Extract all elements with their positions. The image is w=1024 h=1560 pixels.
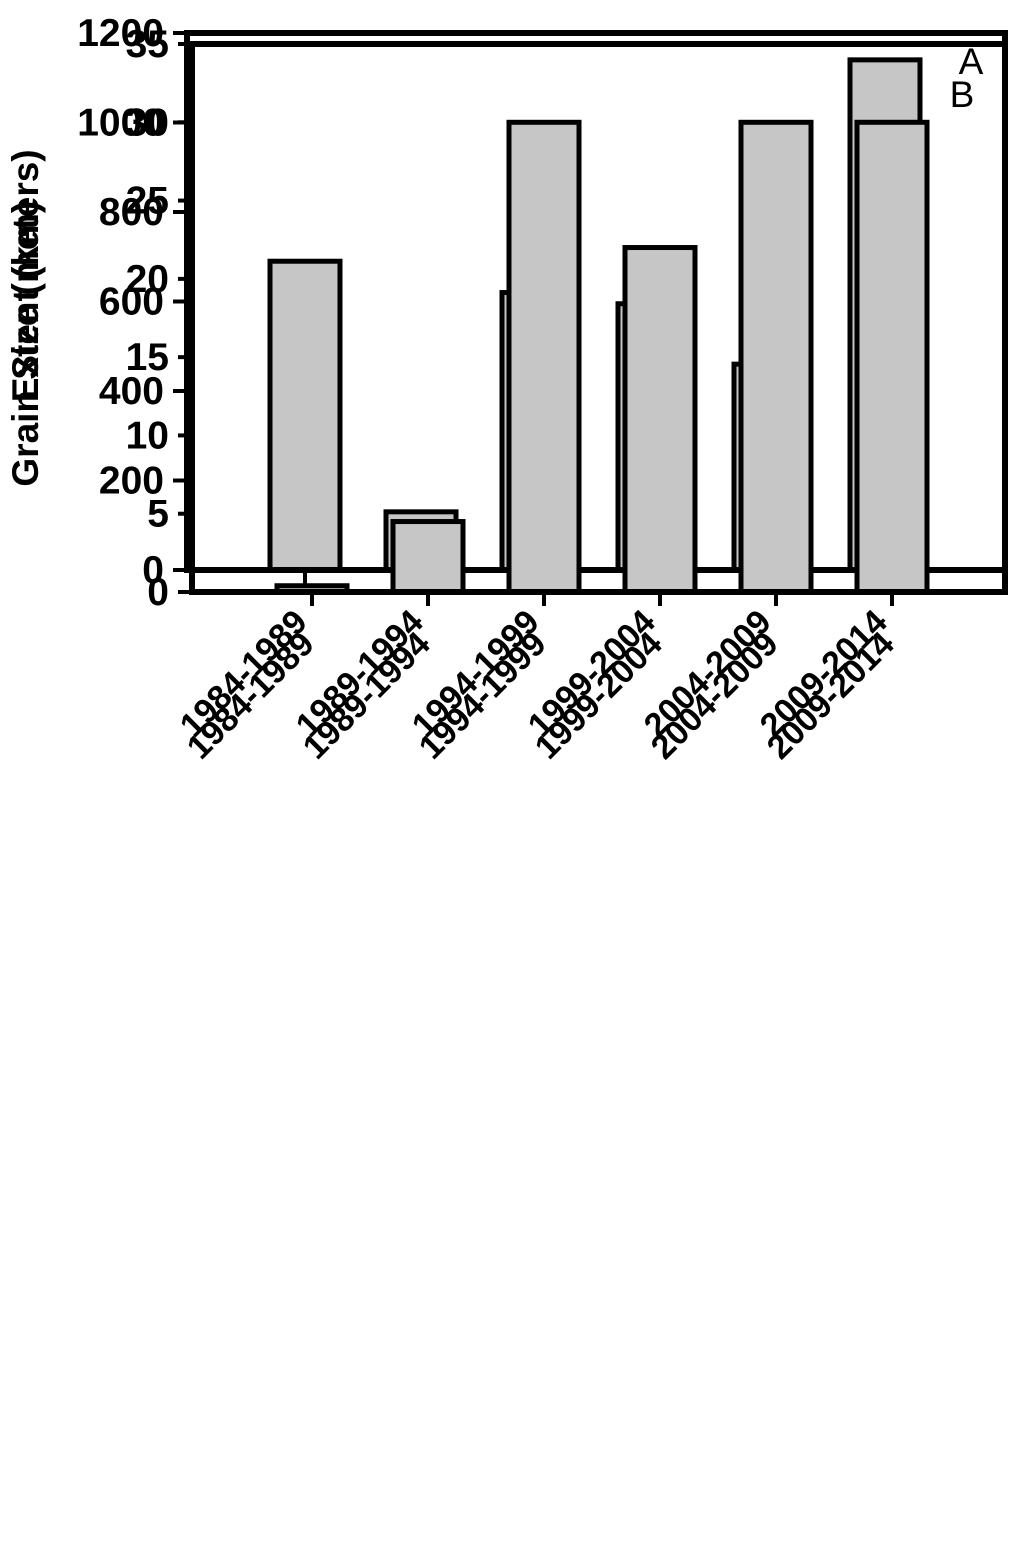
plot-frame bbox=[189, 41, 1008, 595]
bar-1999-2004 bbox=[622, 245, 698, 595]
y-tick-label: 600 bbox=[99, 281, 164, 324]
bar-1994-1999 bbox=[506, 119, 582, 595]
y-tick-label: 20 bbox=[126, 258, 169, 301]
panel-b-grain-size-chart: 0 5 10 15 20 25 30 35 1984-1989 1989-1994 1994-199… bbox=[5, 23, 1008, 767]
grain-size-bar-chart: 051015202530351984-19891989-19941994-199… bbox=[5, 23, 1008, 767]
y-tick-label: 0 bbox=[142, 549, 164, 592]
y-tick-label: 800 bbox=[99, 191, 164, 234]
y-tick-label: 15 bbox=[126, 336, 169, 379]
x-tick-label: 2009-2014 bbox=[760, 625, 902, 767]
panel-label: A bbox=[959, 41, 984, 82]
y-tick-label: 1000 bbox=[77, 102, 164, 145]
y-axis-title: Grain Size (meters) bbox=[5, 149, 46, 486]
bar-1989-1994 bbox=[390, 519, 466, 595]
bar-2009-2014 bbox=[854, 119, 930, 595]
y-tick-label: 10 bbox=[126, 414, 169, 457]
y-axis-title: Extent (km) bbox=[5, 201, 46, 402]
y-tick-label: 1200 bbox=[77, 12, 164, 55]
y-tick-label: 0 bbox=[147, 571, 169, 614]
y-tick-label: 30 bbox=[126, 101, 169, 144]
y-tick-label: 25 bbox=[126, 180, 169, 223]
y-tick-label: 35 bbox=[126, 23, 169, 66]
y-tick-label: 400 bbox=[99, 370, 164, 413]
y-tick-label: 200 bbox=[99, 460, 164, 503]
panel-label: B bbox=[950, 74, 975, 115]
bar-2004-2009 bbox=[738, 119, 814, 595]
y-tick-label: 5 bbox=[147, 493, 169, 536]
